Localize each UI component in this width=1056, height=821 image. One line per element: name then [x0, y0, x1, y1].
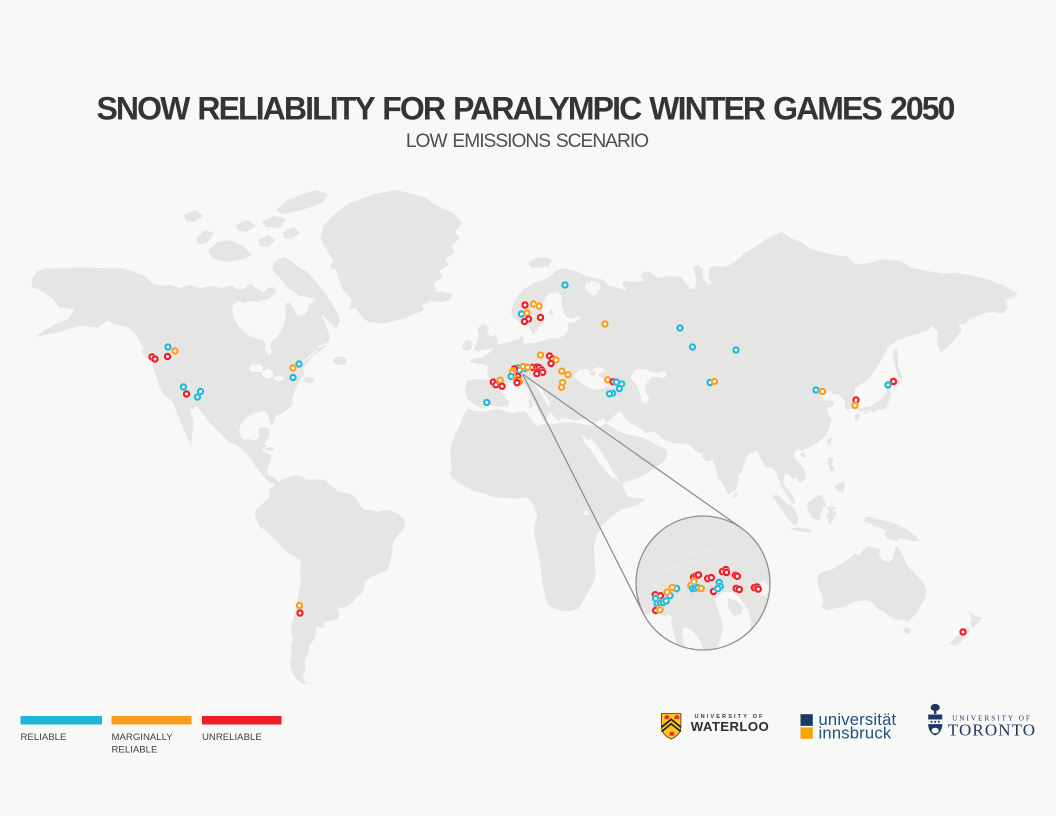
- svg-text:LOW EMISSIONS SCENARIO: LOW EMISSIONS SCENARIO: [406, 131, 648, 152]
- svg-text:UNIVERSITY OF: UNIVERSITY OF: [694, 714, 764, 720]
- svg-text:RELIABLE: RELIABLE: [112, 745, 158, 756]
- svg-text:MARGINALLY: MARGINALLY: [112, 732, 174, 743]
- svg-text:TORONTO: TORONTO: [948, 720, 1036, 739]
- svg-text:universität: universität: [819, 710, 897, 729]
- svg-text:UNRELIABLE: UNRELIABLE: [202, 732, 262, 743]
- svg-text:RELIABLE: RELIABLE: [21, 732, 67, 743]
- svg-text:WATERLOO: WATERLOO: [691, 719, 769, 734]
- svg-text:SNOW RELIABILITY FOR PARALYMPI: SNOW RELIABILITY FOR PARALYMPIC WINTER G…: [96, 91, 954, 127]
- svg-text:UNIVERSITY OF: UNIVERSITY OF: [952, 714, 1032, 722]
- svg-text:innsbruck: innsbruck: [819, 724, 892, 743]
